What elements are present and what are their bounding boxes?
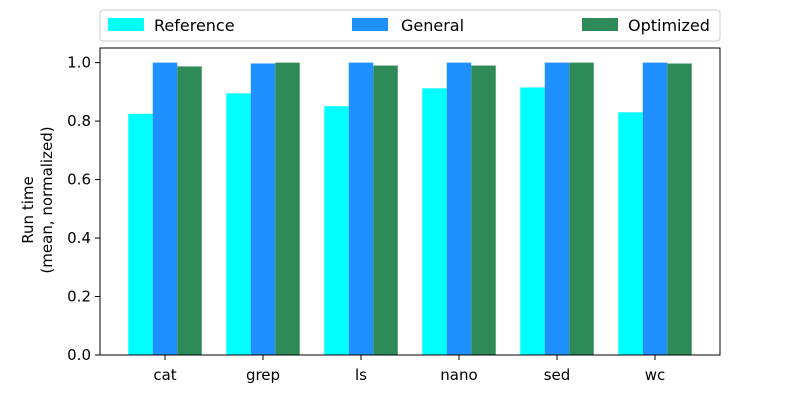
bar-optimized-cat: [177, 66, 202, 356]
legend-label-general: General: [401, 16, 464, 35]
x-tick-label-grep: grep: [246, 366, 280, 384]
y-tick-label: 0.4: [67, 229, 91, 247]
y-tick-label: 0.0: [67, 346, 91, 364]
bar-reference-nano: [422, 88, 447, 355]
bar-general-ls: [348, 62, 374, 355]
x-tick-label-cat: cat: [153, 366, 176, 384]
legend-label-optimized: Optimized: [628, 16, 710, 35]
bar-general-grep: [250, 63, 276, 356]
y-tick-label: 0.2: [67, 288, 91, 306]
bar-reference-sed: [520, 87, 545, 355]
legend: Reference General Optimized: [99, 9, 721, 42]
bar-optimized-sed: [569, 62, 594, 355]
x-tick-label-wc: wc: [645, 366, 666, 384]
x-tick-label-nano: nano: [440, 366, 477, 384]
legend-frame: [99, 9, 721, 42]
bar-general-nano: [446, 62, 472, 355]
y-tick-label: 0.6: [67, 171, 91, 189]
bar-optimized-wc: [667, 63, 692, 356]
bar-reference-cat: [128, 113, 153, 356]
y-tick-label: 0.8: [67, 112, 91, 130]
x-tick-label-sed: sed: [544, 366, 571, 384]
x-axis: cat grep ls nano sed wc: [153, 355, 665, 384]
legend-swatch-reference: [108, 18, 144, 31]
bar-reference-ls: [324, 106, 349, 355]
bar-reference-wc: [618, 112, 643, 355]
bar-optimized-nano: [471, 65, 496, 356]
bars-group: [128, 62, 692, 356]
plot-frame: [99, 47, 721, 356]
y-tick-label: 1.0: [67, 54, 91, 72]
legend-swatch-optimized: [582, 18, 618, 31]
legend-label-reference: Reference: [154, 16, 235, 35]
bar-optimized-ls: [373, 65, 398, 356]
y-axis-title-line2: (mean, normalized): [38, 126, 56, 273]
bar-general-cat: [152, 62, 178, 355]
y-axis: 0.0 0.2 0.4 0.6 0.8 1.0: [67, 54, 100, 364]
bar-reference-grep: [226, 93, 251, 356]
legend-swatch-general: [352, 18, 388, 31]
bar-general-wc: [642, 62, 668, 355]
x-tick-label-ls: ls: [355, 366, 367, 384]
bar-general-sed: [544, 62, 570, 355]
y-axis-title-line1: Run time: [19, 176, 37, 243]
bar-optimized-grep: [275, 62, 300, 355]
